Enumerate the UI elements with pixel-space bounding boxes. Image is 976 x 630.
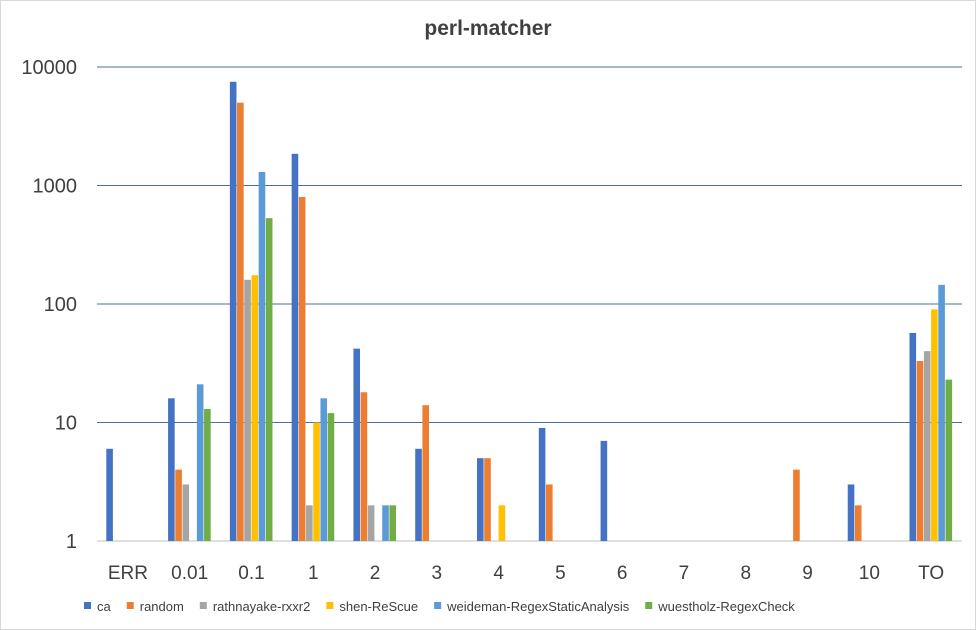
bar <box>353 348 361 541</box>
bar <box>909 332 917 541</box>
bar <box>367 505 375 541</box>
bar <box>237 102 244 541</box>
x-tick-label: 5 <box>555 563 566 584</box>
bar <box>168 398 175 541</box>
x-tick-label: 0.1 <box>238 563 264 584</box>
bar <box>106 448 113 541</box>
legend: ca random rathnayake-rxxr2 shen-ReScue weide… <box>84 599 795 614</box>
legend-label: random <box>140 599 184 614</box>
legend-swatch <box>326 602 334 609</box>
bar <box>498 505 506 541</box>
x-tick-label: 1 <box>308 563 319 584</box>
x-tick-label: 2 <box>370 563 381 584</box>
bar <box>175 469 182 541</box>
bar <box>382 505 389 541</box>
x-tick-label: 0.01 <box>171 563 208 584</box>
bar <box>916 361 924 541</box>
y-tick-label: 100 <box>44 294 77 316</box>
bar <box>360 392 368 541</box>
chart-title: perl-matcher <box>424 17 551 40</box>
bar <box>484 458 491 541</box>
bar <box>306 505 313 541</box>
x-axis-ticks: ERR 0.01 0.1 1 2 3 4 5 6 7 8 9 10 TO <box>108 563 944 584</box>
x-tick-label: 6 <box>617 563 628 584</box>
y-tick-label: 10 <box>55 413 77 435</box>
bar <box>923 351 931 541</box>
bar <box>327 413 335 541</box>
bar <box>320 398 328 541</box>
x-tick-label: 10 <box>859 563 880 584</box>
legend-swatch <box>434 602 442 609</box>
legend-label: shen-ReScue <box>339 599 418 614</box>
bar <box>196 384 204 541</box>
grid-layer <box>97 66 962 542</box>
bar <box>265 218 273 541</box>
bar <box>389 505 397 541</box>
bar <box>793 469 800 541</box>
bar <box>945 379 953 541</box>
legend-swatch <box>645 602 653 609</box>
y-tick-label: 1 <box>66 531 77 553</box>
bar <box>538 427 546 541</box>
legend-swatch <box>199 602 207 609</box>
x-tick-label: ERR <box>108 563 148 584</box>
legend-label: rathnayake-rxxr2 <box>213 599 311 614</box>
x-tick-label: 7 <box>679 563 690 584</box>
bar <box>298 196 306 542</box>
legend-label: ca <box>97 599 112 614</box>
y-tick-label: 1000 <box>33 176 78 198</box>
legend-label: wuestholz-RegexCheck <box>657 599 795 614</box>
y-axis-ticks: 1 10 100 1000 10000 <box>21 57 77 553</box>
y-tick-label: 10000 <box>21 57 77 79</box>
x-tick-label: 8 <box>740 563 751 584</box>
bar <box>258 171 266 541</box>
bar-layer <box>106 81 953 542</box>
bar <box>415 448 422 541</box>
x-tick-label: 3 <box>432 563 443 584</box>
bar <box>422 405 430 541</box>
bar <box>931 309 938 541</box>
bar <box>854 505 862 541</box>
x-tick-label: 9 <box>802 563 813 584</box>
bar <box>244 279 251 541</box>
x-tick-label: TO <box>918 563 944 584</box>
bar <box>251 275 259 541</box>
x-tick-label: 4 <box>493 563 504 584</box>
legend-label: weideman-RegexStaticAnalysis <box>446 599 630 614</box>
legend-swatch <box>126 602 134 609</box>
bar <box>477 458 484 541</box>
bar <box>204 408 211 541</box>
bar <box>938 284 945 541</box>
bar <box>229 81 237 541</box>
bar <box>313 422 320 541</box>
bar <box>847 484 855 541</box>
bar <box>291 153 299 541</box>
bar <box>182 484 190 541</box>
bar <box>600 440 608 541</box>
legend-swatch <box>84 602 91 609</box>
bar <box>545 484 553 541</box>
